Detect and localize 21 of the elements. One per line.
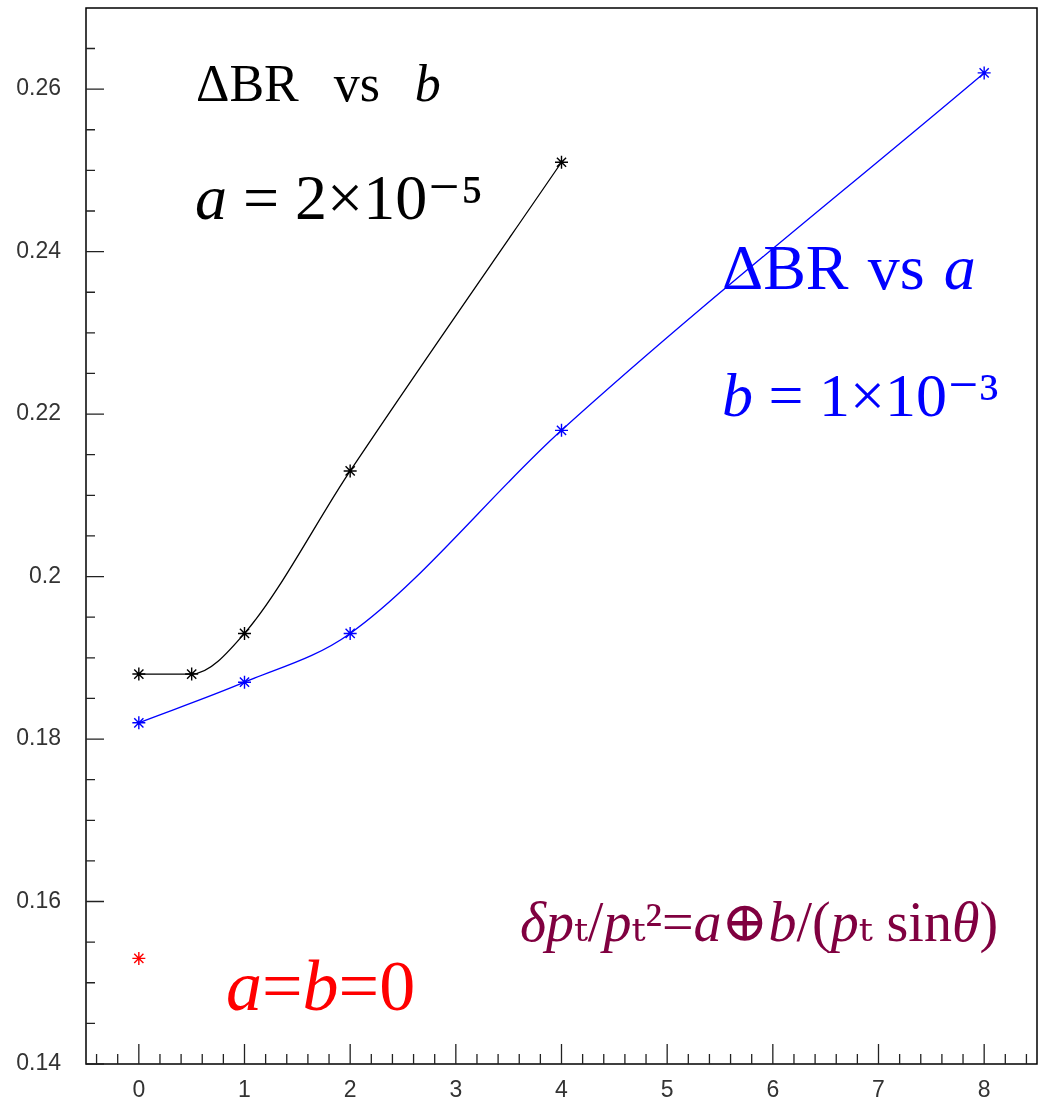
y-tick-label: 0.24: [16, 236, 62, 263]
x-tick-label: 6: [766, 1076, 780, 1101]
x-tick-label: 3: [449, 1076, 463, 1101]
y-tick-label: 0.16: [16, 886, 61, 913]
y-tick-label: 0.22: [16, 399, 61, 426]
x-tick-label: 0: [132, 1076, 146, 1101]
y-tick-label: 0.18: [16, 724, 61, 751]
x-tick-label: 1: [238, 1076, 251, 1101]
annotation: a = 2×10⁻⁵: [195, 162, 484, 233]
annotation: b = 1×10⁻³: [722, 361, 999, 429]
x-tick-label: 8: [977, 1076, 991, 1101]
text: δpₜ/pₜ²=a⊕b/(pₜ sinθ): [520, 891, 999, 953]
series-label: a=b=0: [226, 946, 416, 1026]
x-tick-label: 7: [872, 1076, 885, 1101]
y-tick-label: 0.2: [29, 561, 61, 588]
y-tick-label: 0.26: [16, 74, 61, 101]
x-tick-label: 5: [660, 1076, 674, 1101]
text: ΔBR vs b: [196, 55, 441, 112]
y-tick-label: 0.14: [16, 1049, 62, 1076]
x-tick-label: 2: [343, 1076, 357, 1101]
x-tick-label: 4: [555, 1076, 569, 1101]
